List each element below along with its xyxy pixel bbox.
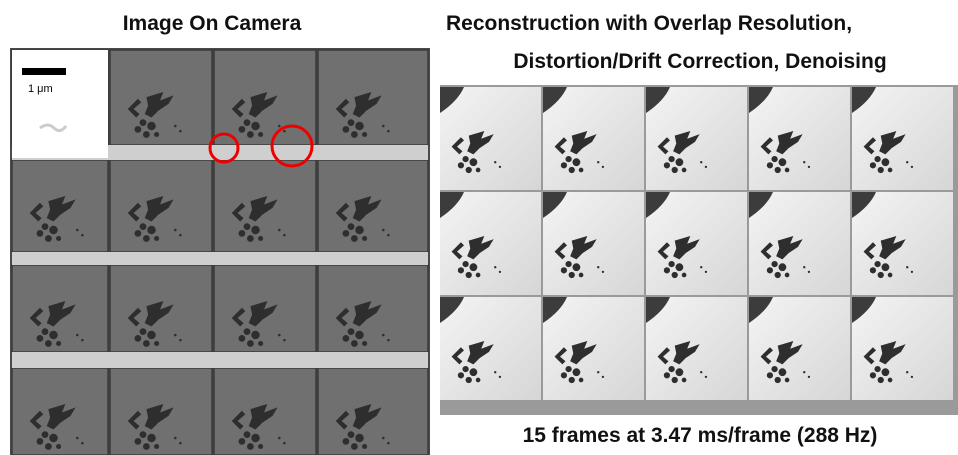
- overexposed-region: [12, 50, 108, 158]
- camera-tile: [214, 265, 316, 352]
- scale-bar: [22, 68, 66, 75]
- overlap-stripe: [12, 352, 428, 368]
- reconstruction-image: [440, 85, 958, 415]
- overlap-stripe: [12, 252, 428, 265]
- camera-tile: [110, 368, 212, 455]
- camera-image: 1 μm: [10, 48, 430, 455]
- camera-tile: [214, 368, 316, 455]
- figure: Image On Camera Reconstruction with Over…: [0, 0, 958, 455]
- scale-label: 1 μm: [28, 83, 53, 95]
- right-title-line: Distortion/Drift Correction, Denoising: [513, 50, 886, 73]
- right-title-line: Reconstruction with Overlap Resolution,: [446, 12, 852, 35]
- camera-tile: [318, 50, 428, 145]
- camera-tile: [110, 265, 212, 352]
- caption: 15 frames at 3.47 ms/frame (288 Hz): [523, 424, 878, 447]
- left-title: Image On Camera: [123, 12, 302, 35]
